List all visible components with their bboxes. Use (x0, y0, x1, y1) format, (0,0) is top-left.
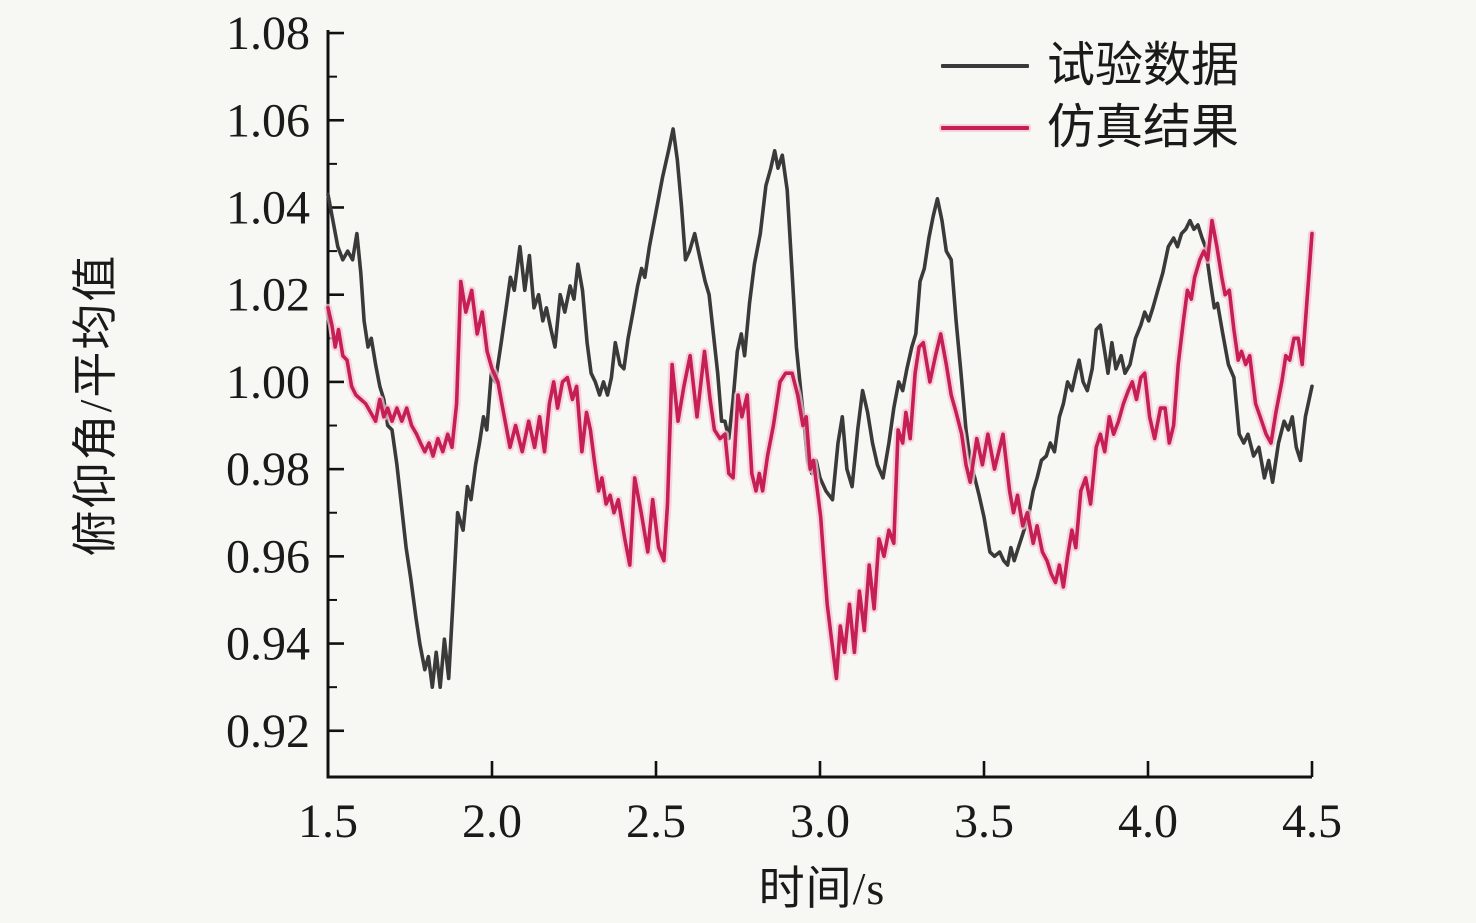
y-tick-label: 0.92 (226, 705, 310, 758)
x-tick-label: 4.5 (1282, 795, 1342, 848)
y-axis-title: 俯仰角/平均值 (70, 253, 121, 557)
legend-line-sample-black (941, 64, 1029, 68)
x-tick-label: 1.5 (298, 795, 358, 848)
legend-item-test-data: 试验数据 (941, 42, 1239, 90)
y-tick-label: 1.06 (226, 94, 310, 147)
y-tick-label: 1.02 (226, 269, 310, 322)
y-tick-label: 0.98 (226, 443, 310, 496)
x-tick-label: 3.0 (790, 795, 850, 848)
y-tick-label: 1.04 (226, 181, 310, 234)
series-line-1 (326, 218, 1314, 681)
x-tick-label: 3.5 (954, 795, 1014, 848)
legend-line-sample-red (941, 126, 1029, 130)
x-axis-title: 时间/s (758, 863, 886, 914)
y-tick-label: 0.96 (226, 530, 310, 583)
legend-item-simulation-result: 仿真结果 (941, 104, 1239, 152)
y-tick-label: 0.94 (226, 618, 310, 671)
legend: 试验数据 仿真结果 (941, 42, 1239, 152)
y-tick-label: 1.08 (226, 7, 310, 60)
x-tick-label: 4.0 (1118, 795, 1178, 848)
x-tick-label: 2.5 (626, 795, 686, 848)
legend-label-test-data: 试验数据 (1047, 39, 1240, 92)
y-tick-label: 1.00 (226, 356, 310, 409)
legend-label-simulation-result: 仿真结果 (1047, 101, 1240, 154)
x-tick-label: 2.0 (462, 795, 522, 848)
series-halo-1 (324, 216, 1316, 683)
